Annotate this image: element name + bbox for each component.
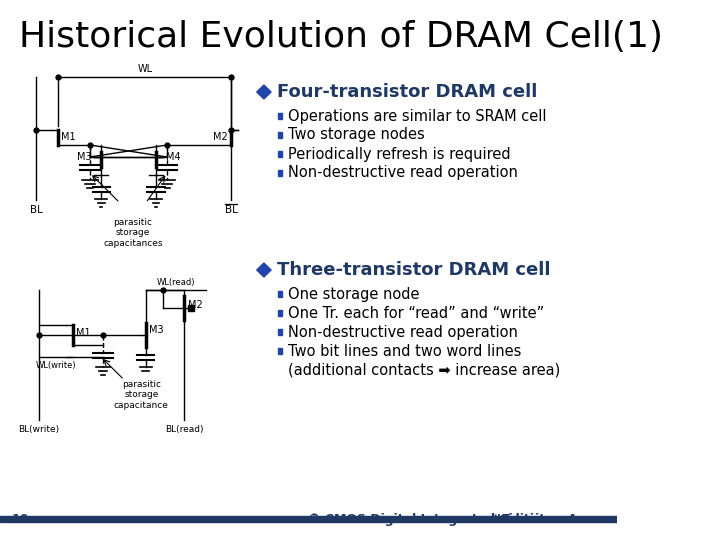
Text: M4: M4 <box>166 152 181 162</box>
Text: M1: M1 <box>76 328 91 338</box>
Bar <box>278 291 282 297</box>
Text: M2: M2 <box>188 300 202 310</box>
Text: © CMOS Digital Integrated Circuits – 4: © CMOS Digital Integrated Circuits – 4 <box>308 513 577 526</box>
Text: Two storage nodes: Two storage nodes <box>288 127 425 143</box>
Text: Periodically refresh is required: Periodically refresh is required <box>288 146 510 161</box>
Text: One Tr. each for “read” and “write”: One Tr. each for “read” and “write” <box>288 306 544 321</box>
Text: WL: WL <box>138 64 153 74</box>
Bar <box>278 113 282 119</box>
Text: BL: BL <box>30 205 42 215</box>
Text: parasitic
storage
capacitances: parasitic storage capacitances <box>103 218 163 248</box>
Text: BL: BL <box>225 205 238 215</box>
Text: BL(write): BL(write) <box>18 425 59 434</box>
Bar <box>0 516 617 522</box>
Text: M3: M3 <box>149 325 163 335</box>
Bar <box>278 310 282 316</box>
Bar <box>278 132 282 138</box>
Text: Four-transistor DRAM cell: Four-transistor DRAM cell <box>276 83 537 101</box>
Text: Non-destructive read operation: Non-destructive read operation <box>288 165 518 180</box>
Bar <box>278 170 282 176</box>
Text: Edition: Edition <box>498 513 551 526</box>
Bar <box>278 348 282 354</box>
Polygon shape <box>257 85 271 99</box>
Text: Operations are similar to SRAM cell: Operations are similar to SRAM cell <box>288 109 546 124</box>
Text: BL(read): BL(read) <box>165 425 204 434</box>
Text: M2: M2 <box>213 132 228 143</box>
Polygon shape <box>257 263 271 277</box>
Text: parasitic
storage
capacitance: parasitic storage capacitance <box>114 380 168 410</box>
Text: Three-transistor DRAM cell: Three-transistor DRAM cell <box>276 261 550 279</box>
Text: WL(write): WL(write) <box>35 361 76 370</box>
Text: WL(read): WL(read) <box>156 278 195 287</box>
Bar <box>278 329 282 335</box>
Text: One storage node: One storage node <box>288 287 420 301</box>
Text: (additional contacts ➡ increase area): (additional contacts ➡ increase area) <box>288 362 560 377</box>
Text: 10: 10 <box>12 513 30 526</box>
Text: th: th <box>494 514 505 523</box>
Text: Historical Evolution of DRAM Cell(1): Historical Evolution of DRAM Cell(1) <box>19 20 663 54</box>
Text: M3: M3 <box>76 152 91 162</box>
Text: Two bit lines and two word lines: Two bit lines and two word lines <box>288 343 521 359</box>
Text: Non-destructive read operation: Non-destructive read operation <box>288 325 518 340</box>
Text: M1: M1 <box>60 132 76 143</box>
Bar <box>278 151 282 157</box>
